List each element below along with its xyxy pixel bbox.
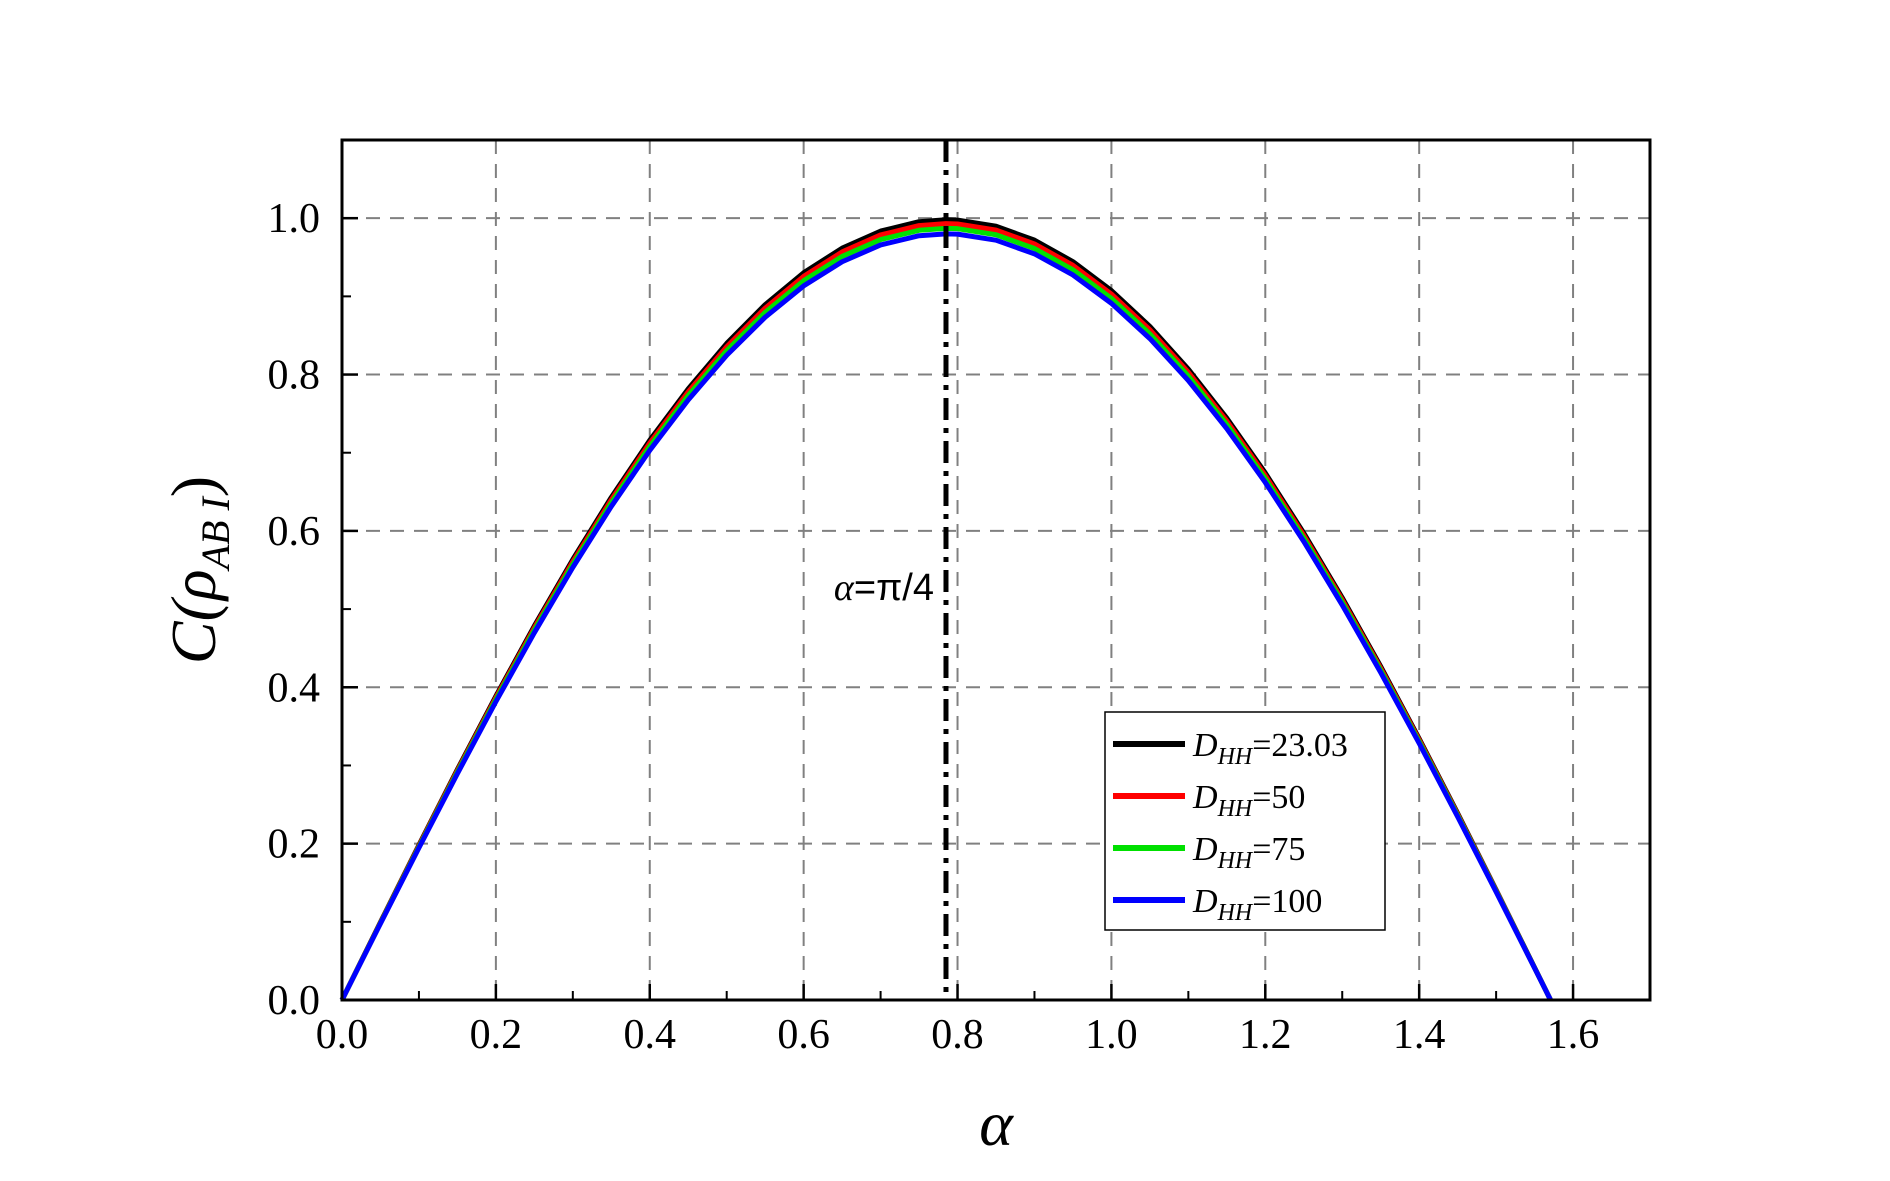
reference-line-label: α=π/4 bbox=[834, 567, 934, 609]
y-axis-title-close: ) bbox=[158, 476, 229, 497]
x-tick-labels: 0.0 0.2 0.4 0.6 0.8 1.0 1.2 1.4 1.6 bbox=[316, 1012, 1600, 1058]
legend-label-0: DHH=23.03 bbox=[1192, 727, 1348, 770]
legend-item-1: DHH=50 bbox=[1113, 779, 1305, 822]
reference-label-var: α bbox=[834, 567, 855, 609]
legend-label-1: DHH=50 bbox=[1192, 779, 1305, 822]
y-tick-labels: 0.0 0.2 0.4 0.6 0.8 1.0 bbox=[268, 196, 321, 1024]
y-tick-label-5: 1.0 bbox=[268, 196, 321, 242]
x-tick-label-7: 1.4 bbox=[1393, 1012, 1446, 1058]
x-tick-label-1: 0.2 bbox=[470, 1012, 523, 1058]
series-line-3 bbox=[339, 231, 1553, 1002]
grid bbox=[342, 140, 1650, 1000]
legend-box bbox=[1104, 711, 1386, 931]
plot-frame bbox=[340, 138, 1652, 1002]
y-tick-label-4: 0.8 bbox=[268, 353, 321, 399]
reference-label-rest: =π/4 bbox=[854, 567, 934, 609]
x-tick-label-5: 1.0 bbox=[1085, 1012, 1138, 1058]
x-tick-label-0: 0.0 bbox=[316, 1012, 369, 1058]
y-axis-title: C(ρAB I) bbox=[158, 476, 238, 664]
series-lines bbox=[339, 217, 1553, 1002]
legend-item-0: DHH=23.03 bbox=[1113, 727, 1348, 770]
legend-label-3: DHH=100 bbox=[1192, 883, 1322, 926]
y-tick-label-1: 0.2 bbox=[268, 822, 321, 868]
legend: DHH=23.03 DHH=50 DHH=75 DHH=100 bbox=[1104, 711, 1386, 931]
legend-item-2: DHH=75 bbox=[1113, 831, 1305, 874]
y-tick-label-3: 0.6 bbox=[268, 509, 321, 555]
x-axis-title: α bbox=[979, 1088, 1014, 1159]
x-tick-label-4: 0.8 bbox=[931, 1012, 984, 1058]
x-tick-label-3: 0.6 bbox=[777, 1012, 830, 1058]
y-axis-title-main: C(ρ bbox=[158, 569, 229, 664]
y-axis-title-subscript: AB I bbox=[193, 496, 238, 573]
legend-item-3: DHH=100 bbox=[1113, 883, 1322, 926]
y-tick-label-0: 0.0 bbox=[268, 978, 321, 1024]
legend-label-2: DHH=75 bbox=[1192, 831, 1305, 874]
y-tick-label-2: 0.4 bbox=[268, 665, 321, 711]
x-tick-label-2: 0.4 bbox=[624, 1012, 677, 1058]
x-tick-label-6: 1.2 bbox=[1239, 1012, 1292, 1058]
x-tick-label-8: 1.6 bbox=[1547, 1012, 1600, 1058]
